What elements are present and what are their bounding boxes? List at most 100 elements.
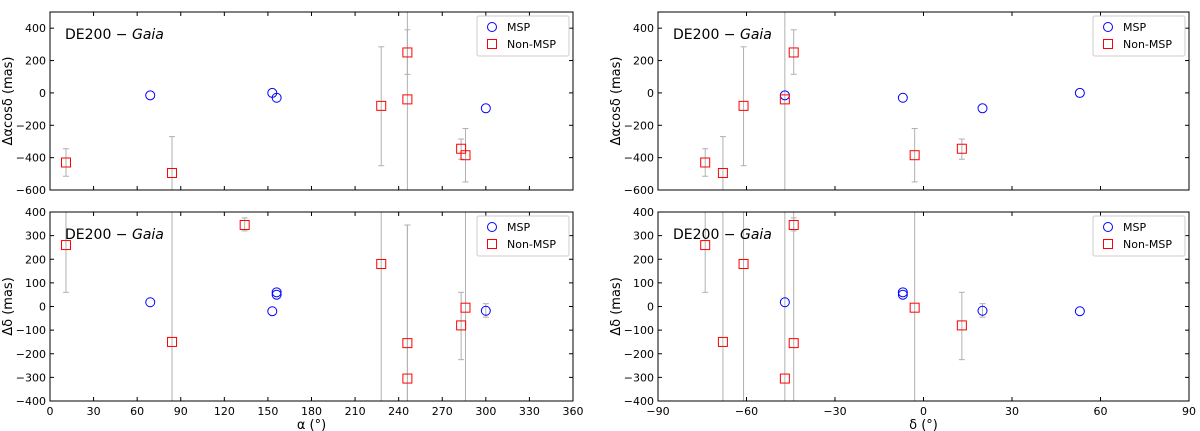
panel-title-prefix: DE200 −	[65, 227, 132, 243]
y-tick-label: −100	[16, 324, 46, 337]
legend-label: Non-MSP	[507, 38, 556, 51]
msp-point	[977, 103, 988, 114]
panel-title-prefix: DE200 −	[673, 227, 740, 243]
legend-label: MSP	[507, 21, 530, 34]
non-msp-point	[402, 338, 413, 349]
x-tick-label: 0	[47, 405, 54, 418]
non-msp-point	[167, 168, 178, 179]
panel-title: DE200 − Gaia	[65, 227, 164, 243]
msp-point	[271, 287, 282, 298]
x-tick-label: 270	[432, 405, 453, 418]
panel-title: DE200 − Gaia	[673, 27, 772, 43]
y-tick-label: 200	[633, 55, 654, 68]
non-msp-point	[60, 157, 71, 168]
y-axis-label: Δαcosδ (mas)	[609, 57, 624, 146]
plot-area	[700, 212, 1085, 401]
non-msp-point	[376, 100, 387, 111]
panel-title-italic: Gaia	[740, 227, 772, 243]
y-tick-label: −200	[16, 119, 46, 132]
non-msp-point	[239, 219, 250, 230]
y-tick-label: 400	[633, 206, 654, 219]
non-msp-point	[700, 157, 711, 168]
non-msp-point	[700, 240, 711, 251]
y-axis-label: Δαcosδ (mas)	[1, 57, 16, 146]
x-tick-label: 90	[1182, 405, 1196, 418]
legend-msp-marker	[1103, 222, 1113, 232]
legend-label: Non-MSP	[1123, 38, 1172, 51]
msp-point	[977, 305, 988, 316]
y-tick-label: 100	[25, 277, 46, 290]
plot-area	[700, 12, 1085, 190]
y-tick-label: −600	[624, 184, 654, 197]
y-tick-label: 400	[25, 22, 46, 35]
msp-point	[480, 103, 491, 114]
panel-title-prefix: DE200 −	[673, 27, 740, 43]
non-msp-point	[402, 47, 413, 58]
x-tick-label: 240	[388, 405, 409, 418]
non-msp-point	[956, 320, 967, 331]
non-msp-point	[60, 240, 71, 251]
msp-point	[897, 287, 908, 298]
non-msp-point	[402, 373, 413, 384]
y-tick-label: −200	[16, 348, 46, 361]
msp-point	[267, 306, 278, 317]
non-msp-point	[909, 150, 920, 161]
panel-bottom-left: 0 30 60 90 120 150 180 210 240 270 300 330 360 −400 −3…	[1, 206, 584, 431]
y-tick-label: 300	[633, 230, 654, 243]
y-tick-label: 100	[633, 277, 654, 290]
x-tick-label: 330	[519, 405, 540, 418]
y-axis-label: Δδ (mas)	[609, 277, 624, 336]
y-tick-label: 0	[39, 87, 46, 100]
panel-title-italic: Gaia	[132, 227, 164, 243]
y-tick-label: 0	[647, 301, 654, 314]
legend-box	[1092, 215, 1186, 257]
y-tick-label: −200	[624, 119, 654, 132]
legend-box	[476, 15, 570, 57]
y-tick-label: −400	[16, 395, 46, 408]
y-tick-label: 400	[25, 206, 46, 219]
x-tick-label: 60	[130, 405, 144, 418]
y-tick-label: 200	[25, 253, 46, 266]
y-axis-label: Δδ (mas)	[1, 277, 16, 336]
y-tick-label: −400	[16, 152, 46, 165]
y-tick-label: 0	[647, 87, 654, 100]
x-axis-label: α (°)	[297, 418, 326, 431]
y-tick-label: 200	[633, 253, 654, 266]
y-tick-label: 400	[633, 22, 654, 35]
legend-label: Non-MSP	[1123, 238, 1172, 251]
x-tick-label: 150	[257, 405, 278, 418]
y-tick-label: 300	[25, 230, 46, 243]
non-msp-point	[788, 338, 799, 349]
x-tick-label: −30	[823, 405, 846, 418]
legend-box	[476, 215, 570, 257]
msp-point	[1074, 306, 1085, 317]
legend-label: Non-MSP	[507, 238, 556, 251]
msp-point	[897, 92, 908, 103]
non-msp-point	[376, 258, 387, 269]
legend-msp-marker	[487, 22, 497, 32]
msp-point	[271, 289, 282, 300]
x-tick-label: 120	[214, 405, 235, 418]
legend-label: MSP	[507, 221, 530, 234]
msp-point	[897, 289, 908, 300]
msp-point	[779, 297, 790, 308]
panel-title-italic: Gaia	[740, 27, 772, 43]
non-msp-point	[779, 373, 790, 384]
y-tick-label: −600	[16, 184, 46, 197]
x-tick-label: 210	[345, 405, 366, 418]
x-tick-label: 30	[87, 405, 101, 418]
msp-point	[480, 305, 491, 316]
non-msp-point	[717, 168, 728, 179]
non-msp-point	[956, 143, 967, 154]
non-msp-point	[402, 94, 413, 105]
x-tick-label: 180	[301, 405, 322, 418]
legend-msp-marker	[487, 222, 497, 232]
legend-non-msp-marker	[487, 39, 497, 49]
y-tick-label: 200	[25, 55, 46, 68]
panel-title: DE200 − Gaia	[673, 227, 772, 243]
plot-area	[60, 212, 491, 401]
panel-bottom-right: −90 −60 −30 0 30 60 90−400−300−200−10001002003…	[609, 206, 1196, 431]
legend-label: MSP	[1123, 221, 1146, 234]
non-msp-point	[456, 320, 467, 331]
